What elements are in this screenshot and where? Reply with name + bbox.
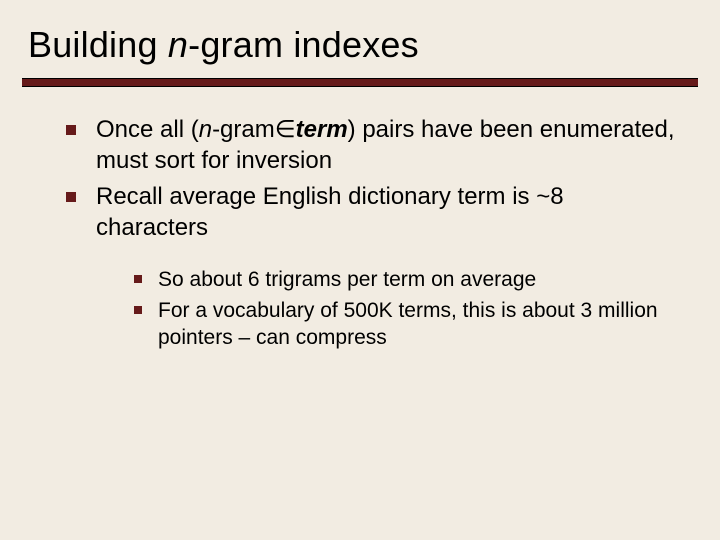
sub-bullet-item: For a vocabulary of 500K terms, this is … [128,297,680,352]
title-post: -gram indexes [188,24,419,65]
sb1-text: So about 6 trigrams per term on average [158,268,536,291]
bullet-item: Once all (n-gram∈term) pairs have been e… [58,115,680,176]
title-pre: Building [28,24,168,65]
bullet-list: Once all (n-gram∈term) pairs have been e… [58,115,680,352]
b1-seg-c: -gram [212,116,275,143]
b1-seg-a: Once all ( [96,116,199,143]
content-area: Once all (n-gram∈term) pairs have been e… [0,87,720,352]
sub-bullet-list: So about 6 trigrams per term on average … [128,266,680,352]
b1-seg-b: n [199,116,212,143]
sub-bullet-item: So about 6 trigrams per term on average [128,266,680,293]
b1-seg-d: ∈ [275,116,296,143]
bullet-item: Recall average English dictionary term i… [58,182,680,351]
title-rule-wrap [0,78,720,87]
b2-text: Recall average English dictionary term i… [96,183,564,241]
b1-seg-e: term [296,116,348,143]
sb2-text: For a vocabulary of 500K terms, this is … [158,299,658,349]
title-rule [22,78,698,87]
slide: Building n-gram indexes Once all (n-gram… [0,0,720,540]
slide-title: Building n-gram indexes [0,24,720,78]
title-italic: n [168,24,188,65]
